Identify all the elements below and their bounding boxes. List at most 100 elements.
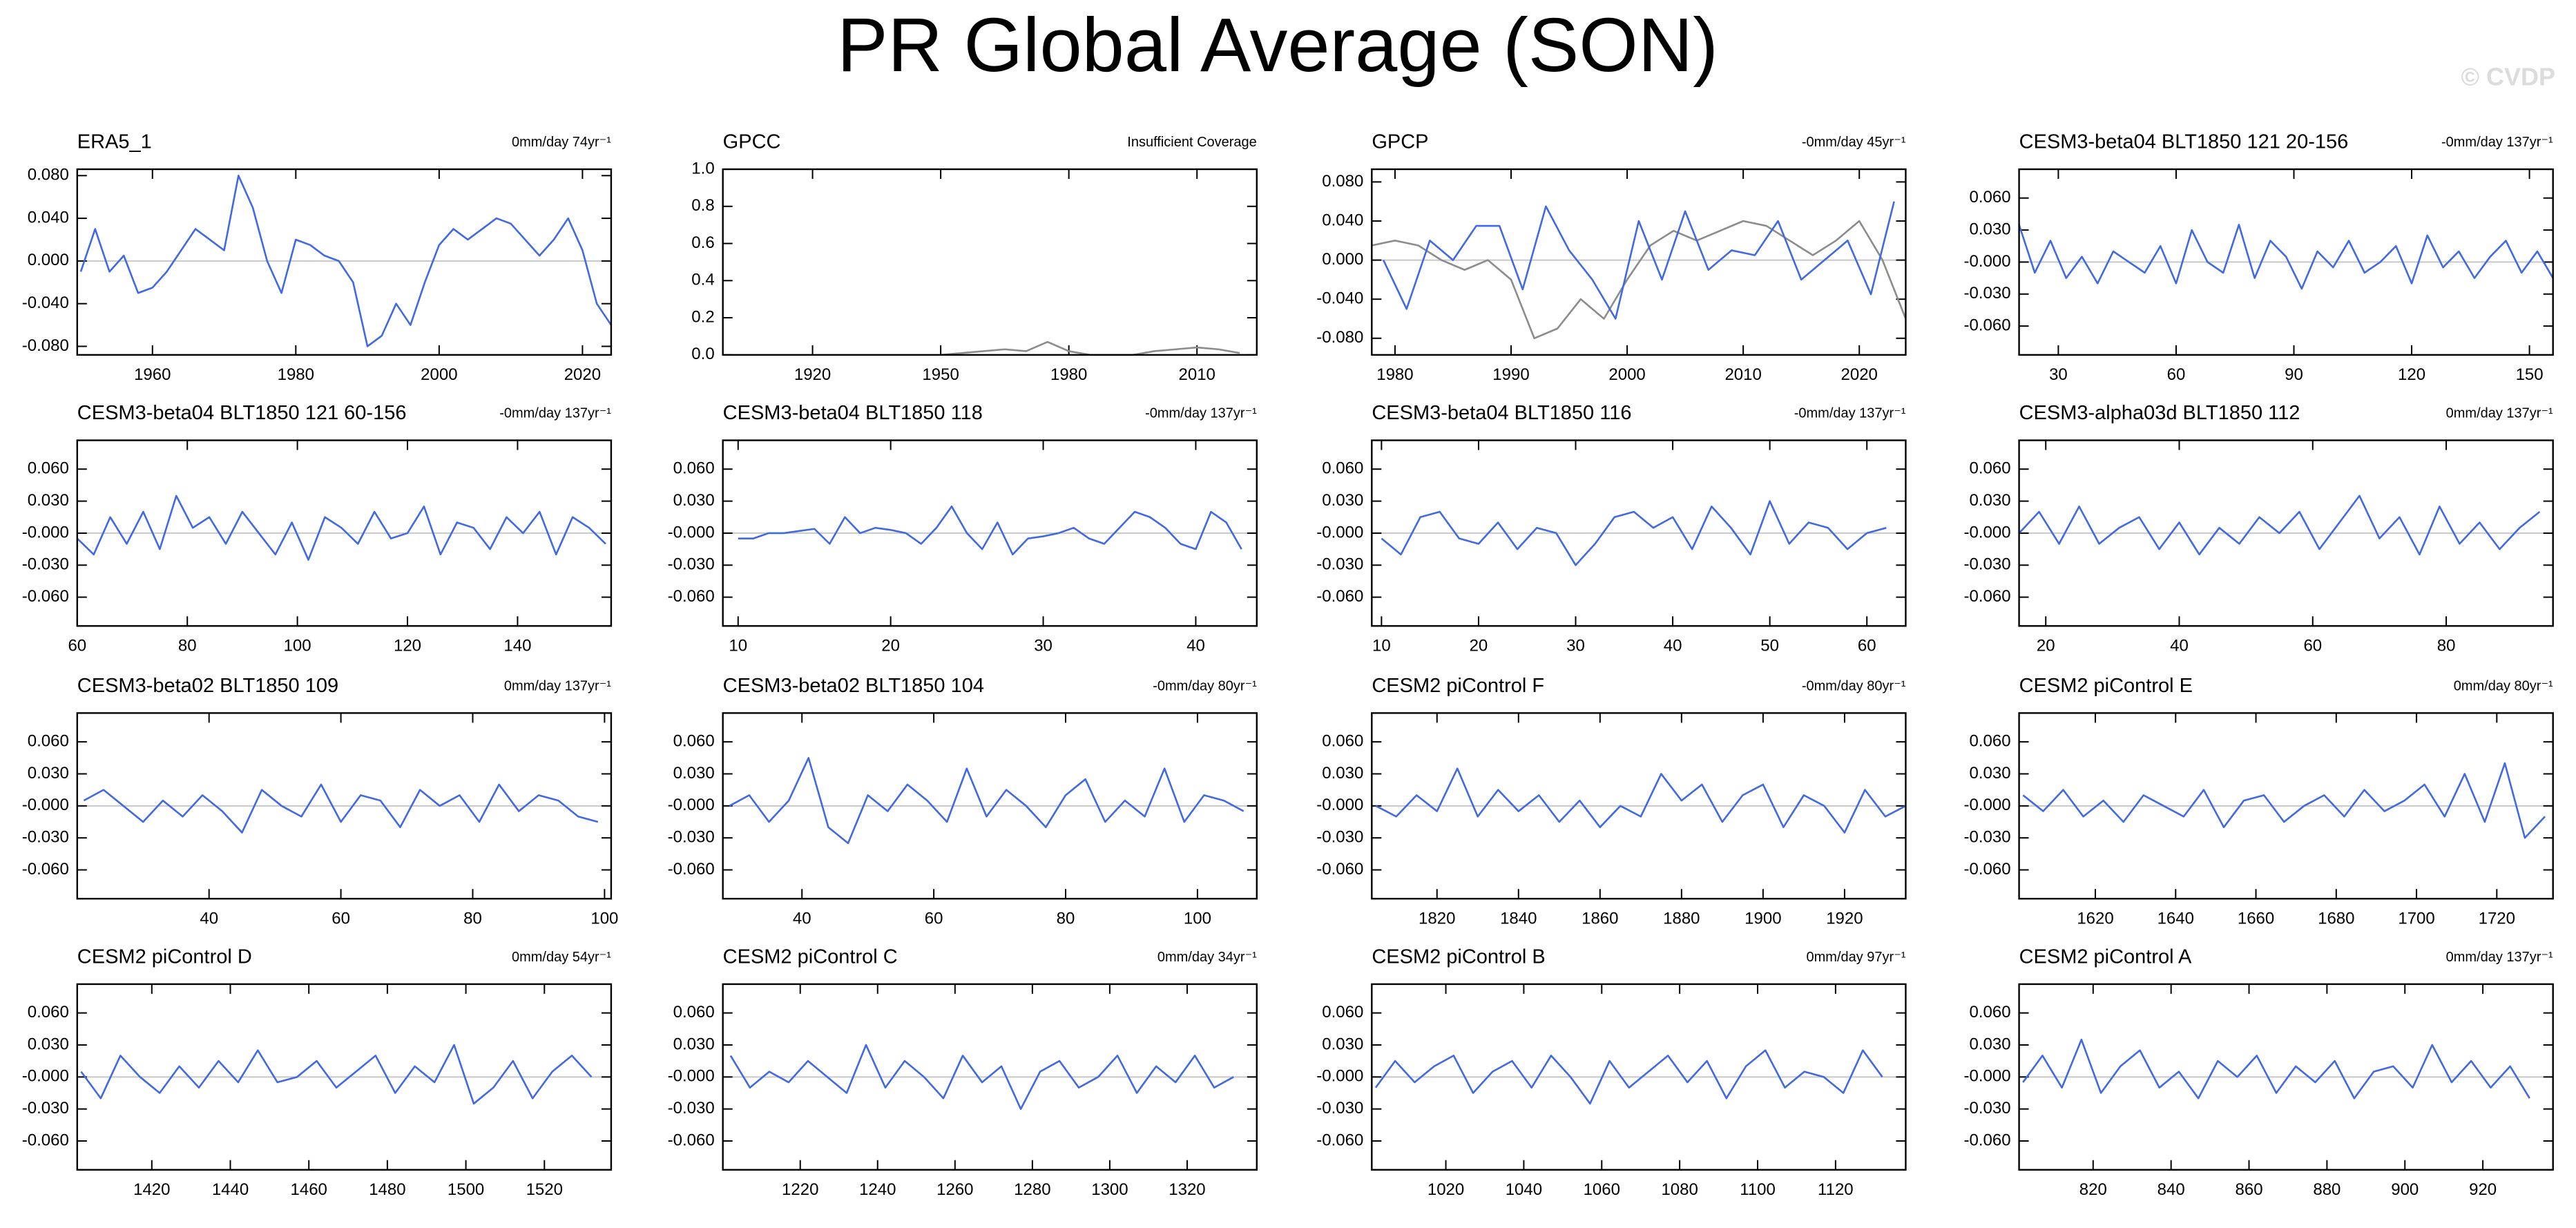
y-tick-label: 0.000 <box>1322 250 1363 269</box>
x-tick-label: 1660 <box>2238 910 2274 928</box>
series-line <box>738 506 1242 556</box>
series-line <box>83 783 599 834</box>
y-tick-label: -0.000 <box>22 523 69 541</box>
plot-frame <box>722 983 1258 1171</box>
y-tick-label: 0.060 <box>28 731 69 750</box>
x-tick-label: 860 <box>2236 1180 2263 1199</box>
x-tick-label: 120 <box>394 637 421 655</box>
x-tick-label: 920 <box>2469 1180 2497 1199</box>
figure-title: PR Global Average (SON) <box>837 3 1718 88</box>
y-tick-label: 0.6 <box>691 233 714 252</box>
panel-title: CESM2 piControl B <box>1372 946 1545 968</box>
x-tick-label: 1040 <box>1506 1180 1542 1199</box>
y-tick-label: -0.060 <box>1964 587 2011 606</box>
x-tick-label: 40 <box>1664 637 1682 655</box>
y-tick-label: -0.000 <box>1316 796 1363 814</box>
x-tick-label: 1980 <box>1050 365 1087 384</box>
trend-annotation: 0mm/day 137yr⁻¹ <box>2446 950 2553 965</box>
y-tick-label: -0.060 <box>22 587 69 606</box>
y-tick-label: -0.080 <box>22 336 69 355</box>
panel-title: CESM3-beta02 BLT1850 109 <box>77 675 338 697</box>
x-tick-label: 60 <box>2167 365 2186 384</box>
trend-annotation: -0mm/day 137yr⁻¹ <box>2441 135 2553 150</box>
trend-annotation: 0mm/day 74yr⁻¹ <box>512 135 611 150</box>
y-tick-label: -0.000 <box>22 1067 69 1086</box>
plot-frame <box>1371 712 1907 900</box>
x-tick-label: 1420 <box>133 1180 170 1199</box>
x-tick-label: 1520 <box>526 1180 563 1199</box>
x-tick-label: 30 <box>1034 637 1052 655</box>
x-tick-label: 1280 <box>1014 1180 1050 1199</box>
x-tick-label: 40 <box>200 910 218 928</box>
trend-annotation: -0mm/day 45yr⁻¹ <box>1802 135 1906 150</box>
x-tick-label: 140 <box>503 637 531 655</box>
x-tick-label: 1620 <box>2077 910 2113 928</box>
x-tick-label: 150 <box>2516 365 2544 384</box>
y-tick-label: -0.030 <box>22 555 69 574</box>
trend-annotation: -0mm/day 80yr⁻¹ <box>1802 679 1906 694</box>
plot-frame <box>76 983 613 1171</box>
x-tick-label: 1950 <box>922 365 959 384</box>
plot-frame <box>76 439 613 627</box>
y-tick-label: 0.060 <box>1322 1003 1363 1021</box>
x-tick-label: 100 <box>284 637 311 655</box>
x-tick-label: 1120 <box>1818 1180 1854 1199</box>
x-tick-label: 1990 <box>1492 365 1529 384</box>
y-tick-label: -0.000 <box>1316 523 1363 541</box>
y-tick-label: 0.060 <box>1322 459 1363 478</box>
x-tick-label: 80 <box>1057 910 1075 928</box>
y-tick-label: -0.060 <box>1316 587 1363 606</box>
y-tick-label: -0.000 <box>1316 1067 1363 1086</box>
series-line <box>2022 762 2546 839</box>
y-tick-label: 0.030 <box>28 1035 69 1053</box>
plot-frame <box>1371 168 1907 356</box>
y-tick-label: 0.060 <box>1970 459 2011 478</box>
panel-title: CESM3-beta04 BLT1850 118 <box>723 402 983 424</box>
y-tick-label: 0.000 <box>28 251 69 269</box>
x-tick-label: 60 <box>2303 637 2322 655</box>
x-tick-label: 1980 <box>1376 365 1413 384</box>
y-tick-label: 0.4 <box>691 271 714 289</box>
x-tick-label: 840 <box>2157 1180 2185 1199</box>
y-tick-label: 0.030 <box>673 764 715 783</box>
y-tick-label: 1.0 <box>691 159 714 178</box>
series-line <box>941 340 1240 356</box>
y-tick-label: 0.030 <box>1322 491 1363 510</box>
x-tick-label: 1900 <box>1744 910 1781 928</box>
x-tick-label: 1220 <box>782 1180 818 1199</box>
series-line <box>1375 767 1907 834</box>
x-tick-label: 1460 <box>291 1180 327 1199</box>
y-tick-label: -0.000 <box>1964 252 2011 271</box>
panel-title: CESM2 piControl E <box>2019 675 2193 697</box>
x-tick-label: 100 <box>590 910 618 928</box>
y-tick-label: -0.030 <box>1316 828 1363 847</box>
y-tick-label: -0.060 <box>1316 1131 1363 1149</box>
x-tick-label: 820 <box>2079 1180 2107 1199</box>
series-line <box>729 757 1244 845</box>
x-tick-label: 900 <box>2391 1180 2419 1199</box>
series-line <box>1372 220 1907 340</box>
panel-title: CESM3-alpha03d BLT1850 112 <box>2019 402 2300 424</box>
x-tick-label: 20 <box>2037 637 2055 655</box>
y-tick-label: 0.030 <box>1970 764 2011 783</box>
y-tick-label: 0.030 <box>28 491 69 510</box>
x-tick-label: 20 <box>881 637 900 655</box>
x-tick-label: 1960 <box>134 365 171 384</box>
y-tick-label: 0.2 <box>691 307 714 326</box>
y-tick-label: 0.040 <box>1322 211 1363 229</box>
y-tick-label: -0.080 <box>1316 328 1363 347</box>
trend-annotation: -0mm/day 80yr⁻¹ <box>1153 679 1257 694</box>
y-tick-label: -0.030 <box>668 828 715 847</box>
plot-frame <box>2018 168 2554 356</box>
x-tick-label: 1500 <box>448 1180 484 1199</box>
panel-title: CESM2 piControl D <box>77 946 252 968</box>
trend-annotation: 0mm/day 80yr⁻¹ <box>2454 679 2553 694</box>
y-tick-label: -0.060 <box>668 587 715 606</box>
x-tick-label: 40 <box>2170 637 2189 655</box>
x-tick-label: 1100 <box>1740 1180 1776 1199</box>
plot-frame <box>76 712 613 900</box>
y-tick-label: 0.060 <box>673 731 715 750</box>
trend-annotation: -0mm/day 137yr⁻¹ <box>1794 406 1906 421</box>
